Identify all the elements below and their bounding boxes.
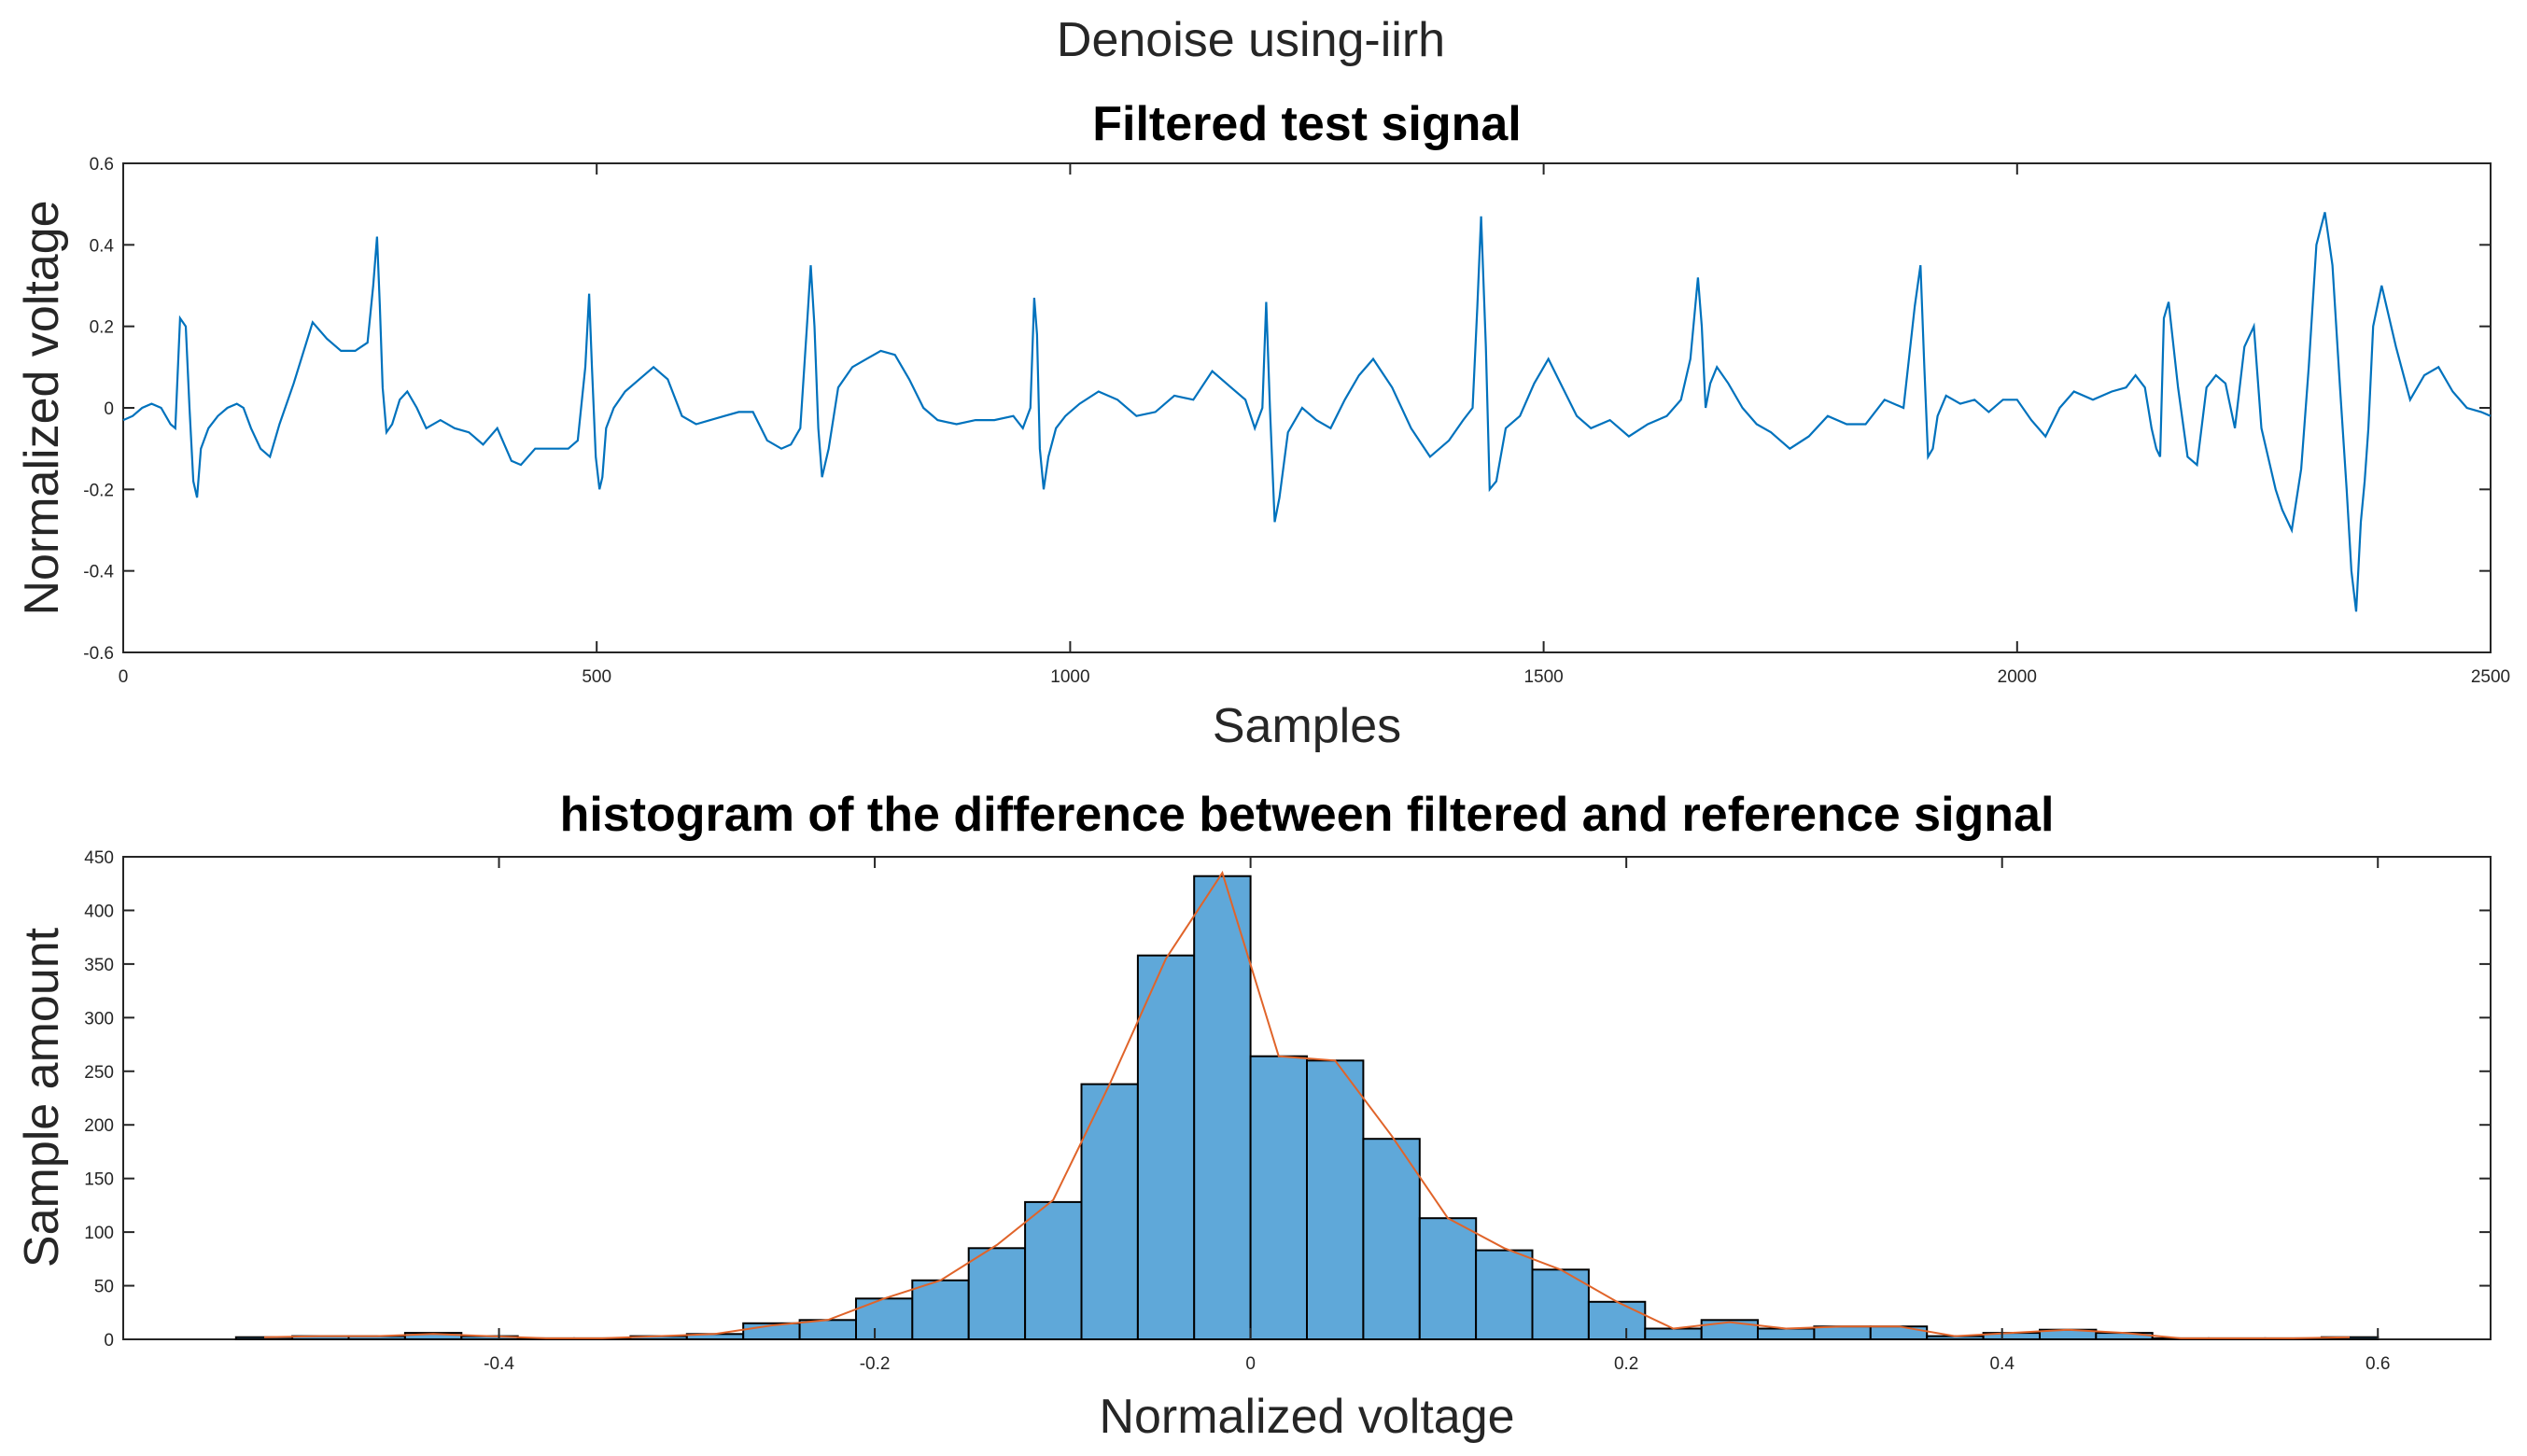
- histogram-ytick-label: 450: [84, 848, 114, 868]
- histogram-bar: [1418, 1217, 1478, 1340]
- histogram-xtick-label: 0.4: [1989, 1354, 2015, 1374]
- histogram-bar: [1249, 1055, 1308, 1340]
- signal-line: [122, 212, 2492, 612]
- signal-plot-ylabel: Normalized voltage: [15, 200, 69, 615]
- histogram-plot-ticks: -0.4 -0.2 0 0.2 0.4 0.6 0 50 100 150 200 250 300 350 4…: [84, 848, 2491, 1374]
- histogram-bar: [1136, 954, 1196, 1340]
- histogram-ytick-label: 0: [104, 1331, 114, 1351]
- signal-ytick-label: 0: [104, 399, 114, 419]
- signal-plot-xlabel: Samples: [1213, 699, 1401, 753]
- histogram-bar: [1869, 1325, 1929, 1340]
- histogram-bar: [1644, 1327, 1703, 1340]
- histogram-bar: [1362, 1138, 1421, 1340]
- histogram-ytick-label: 250: [84, 1063, 114, 1083]
- histogram-bar: [911, 1279, 970, 1341]
- histogram-xtick-label: 0.6: [2366, 1354, 2390, 1374]
- signal-xtick-label: 2000: [1998, 667, 2037, 687]
- histogram-ytick-label: 300: [84, 1009, 114, 1029]
- histogram-ytick-label: 350: [84, 956, 114, 975]
- signal-plot-ticks: 0 500 1000 1500 2000 2500 -0.6 -0.4 -0.2 0 0.2 0.4 0…: [83, 155, 2510, 687]
- histogram-ytick-label: 200: [84, 1116, 114, 1136]
- histogram-ytick-label: 150: [84, 1170, 114, 1190]
- histogram-ytick-label: 50: [94, 1278, 114, 1297]
- histogram-bar: [967, 1247, 1027, 1341]
- signal-xtick-label: 1000: [1050, 667, 1089, 687]
- histogram-bar: [1757, 1327, 1816, 1340]
- histogram-bar: [1813, 1325, 1872, 1340]
- histogram-plot: histogram of the difference between filt…: [15, 788, 2492, 1444]
- histogram-plot-xlabel: Normalized voltage: [1099, 1390, 1514, 1444]
- histogram-bar: [855, 1297, 914, 1341]
- histogram-bar: [1080, 1083, 1139, 1340]
- histogram-xtick-label: -0.4: [484, 1354, 514, 1374]
- histogram-xtick-label: 0.2: [1614, 1354, 1638, 1374]
- histogram-plot-title: histogram of the difference between filt…: [560, 788, 2055, 842]
- histogram-bar: [1475, 1249, 1534, 1340]
- figure-suptitle: Denoise using-iirh: [1057, 13, 1445, 67]
- histogram-bar: [1587, 1300, 1647, 1341]
- histogram-ytick-label: 400: [84, 902, 114, 921]
- histogram-ytick-label: 100: [84, 1224, 114, 1243]
- signal-xtick-label: 1500: [1523, 667, 1563, 687]
- signal-ytick-label: 0.4: [90, 236, 115, 256]
- signal-ytick-label: -0.4: [83, 563, 114, 582]
- signal-xtick-label: 0: [119, 667, 129, 687]
- histogram-bar: [798, 1319, 857, 1341]
- histogram-plot-ylabel: Sample amount: [15, 927, 69, 1267]
- signal-ytick-label: -0.2: [83, 481, 114, 500]
- histogram-bar: [1193, 875, 1252, 1340]
- signal-plot: Filtered test signal 0 500 1000 1500 2000 250…: [15, 97, 2510, 753]
- histogram-xtick-label: 0: [1245, 1354, 1256, 1374]
- signal-plot-area: [122, 162, 2492, 653]
- signal-ytick-label: -0.6: [83, 644, 114, 664]
- signal-plot-title: Filtered test signal: [1092, 97, 1521, 151]
- histogram-xtick-label: -0.2: [860, 1354, 891, 1374]
- signal-xtick-label: 500: [582, 667, 611, 687]
- signal-ytick-label: 0.2: [90, 318, 114, 338]
- signal-ytick-label: 0.6: [90, 155, 114, 175]
- signal-xtick-label: 2500: [2471, 667, 2510, 687]
- histogram-bar: [1024, 1200, 1083, 1341]
- histogram-bar: [1306, 1059, 1365, 1341]
